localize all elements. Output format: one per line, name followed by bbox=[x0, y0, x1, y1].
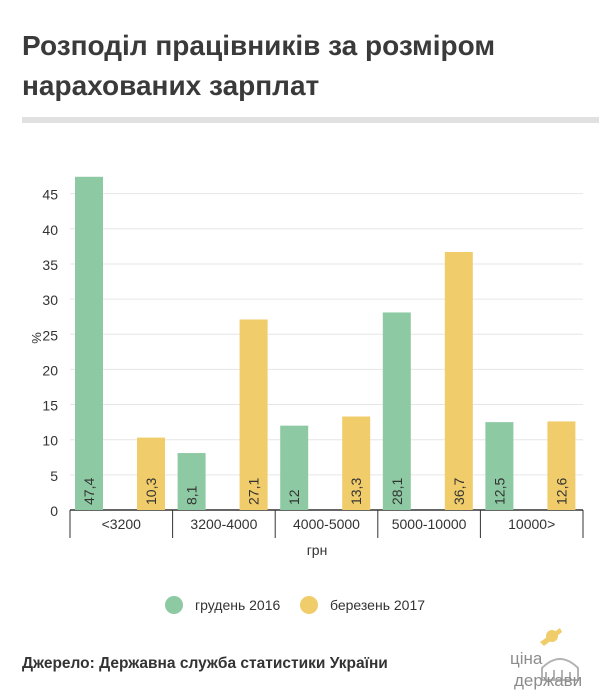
x-tick-label: 4000-5000 bbox=[293, 516, 360, 532]
data-label: 36,7 bbox=[451, 478, 467, 505]
data-label: 47,4 bbox=[81, 478, 97, 505]
bar-1-5 bbox=[485, 422, 514, 510]
logo-dome-icon bbox=[541, 658, 579, 681]
y-tick-label: 35 bbox=[42, 257, 58, 273]
chart-legend: грудень 2016 березень 2017 bbox=[0, 596, 607, 620]
bar-2-1 bbox=[137, 437, 165, 510]
bar-2-4 bbox=[444, 251, 473, 510]
x-tick-label: 10000> bbox=[508, 516, 555, 532]
bar-1-4 bbox=[382, 312, 411, 510]
y-tick-label: 10 bbox=[42, 433, 58, 449]
legend-item-series-1: грудень 2016 bbox=[165, 596, 280, 614]
legend-item-series-2: березень 2017 bbox=[300, 596, 425, 614]
data-label: 28,1 bbox=[389, 478, 405, 505]
x-tick-label: 3200-4000 bbox=[190, 516, 257, 532]
data-label: 8,1 bbox=[184, 485, 200, 505]
bar-2-2 bbox=[239, 319, 268, 510]
legend-swatch-series-1 bbox=[165, 596, 183, 614]
bar-1-1 bbox=[75, 176, 103, 510]
data-label: 12 bbox=[286, 489, 302, 505]
data-label: 12,6 bbox=[553, 478, 569, 505]
chart-title: Розподіл працівників за розміром нарахов… bbox=[22, 30, 496, 101]
x-tick-label: 5000-10000 bbox=[392, 516, 467, 532]
logo-word-2: держави bbox=[514, 671, 582, 690]
y-tick-label: 40 bbox=[42, 222, 58, 238]
source-note: Джерело: Державна служба статистики Укра… bbox=[22, 655, 388, 672]
y-tick-label: 15 bbox=[42, 398, 58, 414]
legend-label-series-1: грудень 2016 bbox=[195, 597, 281, 613]
bar-1-2 bbox=[177, 453, 206, 510]
y-tick-label: 20 bbox=[42, 362, 58, 378]
legend-label-series-2: березень 2017 bbox=[330, 597, 426, 613]
bar-chart: 0 5 10 15 20 25 30 35 40 45% 47,4 10,3<3200 8,1 27,1 3… bbox=[29, 176, 584, 558]
y-tick-label: 0 bbox=[50, 503, 58, 519]
logo-ray-icon bbox=[540, 628, 562, 646]
y-tick-label: 5 bbox=[50, 468, 58, 484]
x-axis-title: грн bbox=[307, 542, 328, 558]
logo-word-1: ціна bbox=[510, 649, 543, 668]
legend-swatch-series-2 bbox=[300, 596, 318, 614]
bar-1-3 bbox=[280, 425, 309, 510]
data-label: 27,1 bbox=[246, 478, 262, 505]
y-tick-label: 25 bbox=[42, 327, 58, 343]
title-divider bbox=[22, 117, 599, 123]
y-tick-label: 30 bbox=[42, 292, 58, 308]
data-label: 12,5 bbox=[491, 478, 507, 505]
data-label: 10,3 bbox=[143, 478, 159, 505]
y-axis-title: % bbox=[29, 332, 44, 344]
x-tick-label: <3200 bbox=[102, 516, 142, 532]
parliament-dome-logo: ціна держави bbox=[510, 628, 582, 690]
bar-2-3 bbox=[342, 416, 371, 510]
data-label: 13,3 bbox=[348, 478, 364, 505]
bar-2-5 bbox=[547, 421, 576, 510]
y-tick-label: 45 bbox=[42, 187, 58, 203]
